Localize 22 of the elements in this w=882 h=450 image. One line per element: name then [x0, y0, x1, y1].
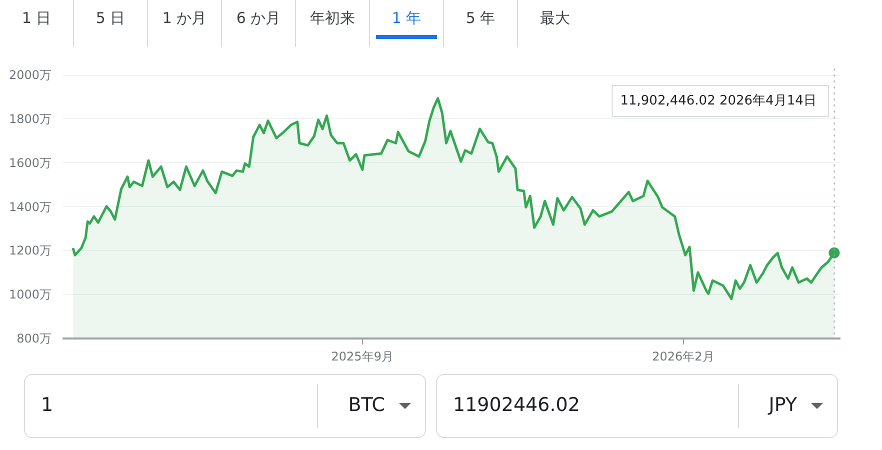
x-tick-label: 2025年9月 — [331, 350, 394, 364]
text: 6 か月 — [235, 8, 282, 29]
y-tick-label: 1600万 — [8, 156, 52, 170]
y-tick-label: 2000万 — [8, 68, 52, 82]
text: 5 年 — [464, 8, 496, 29]
text: 年初来 — [309, 8, 356, 29]
text: BTC — [317, 384, 425, 428]
text: 1 年 — [376, 8, 437, 40]
text: 1 — [40, 393, 54, 418]
text: 1 か月 — [161, 8, 208, 29]
text: 11902446.02 — [452, 393, 581, 418]
y-tick-label: 1200万 — [8, 244, 52, 258]
y-tick-label: 1800万 — [8, 112, 52, 126]
text: JPY — [738, 384, 837, 428]
x-tick-label: 2026年2月 — [652, 350, 714, 364]
text: 1 日 — [20, 8, 52, 29]
text: 5 日 — [94, 8, 126, 29]
annotation: 11,902,446.02 2026年4月14日 — [620, 94, 816, 108]
y-tick-label: 1000万 — [8, 288, 52, 302]
y-tick-label: 1400万 — [8, 200, 52, 214]
text: 最大 — [539, 8, 571, 29]
y-tick-label: 800万 — [16, 332, 52, 346]
